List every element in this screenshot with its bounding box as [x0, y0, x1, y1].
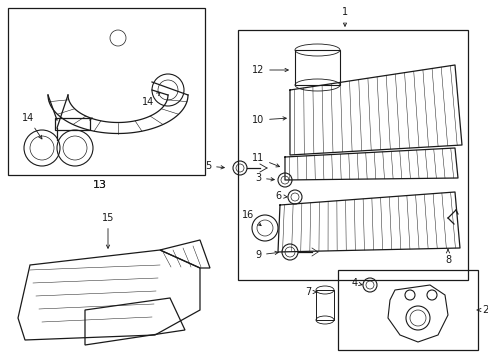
Text: 8: 8	[444, 249, 450, 265]
Text: 16: 16	[242, 210, 261, 226]
Text: 12: 12	[251, 65, 288, 75]
Text: 3: 3	[254, 173, 274, 183]
Text: 6: 6	[274, 191, 286, 201]
Text: 4: 4	[351, 278, 361, 288]
Text: 14: 14	[22, 113, 42, 139]
Bar	[337, 270, 477, 350]
Text: 1: 1	[341, 7, 347, 26]
Text: 14: 14	[142, 92, 160, 107]
Bar	[315, 290, 333, 320]
Text: 5: 5	[204, 161, 224, 171]
Bar	[294, 50, 339, 85]
Bar	[238, 30, 467, 280]
Text: 7: 7	[304, 287, 316, 297]
Text: 2: 2	[481, 305, 488, 315]
Text: 10: 10	[251, 115, 285, 125]
Bar	[8, 8, 204, 175]
Text: 13: 13	[93, 180, 107, 190]
Text: 13: 13	[93, 180, 107, 190]
Text: 15: 15	[102, 213, 114, 248]
Text: 9: 9	[254, 250, 278, 260]
Text: 11: 11	[251, 153, 279, 167]
